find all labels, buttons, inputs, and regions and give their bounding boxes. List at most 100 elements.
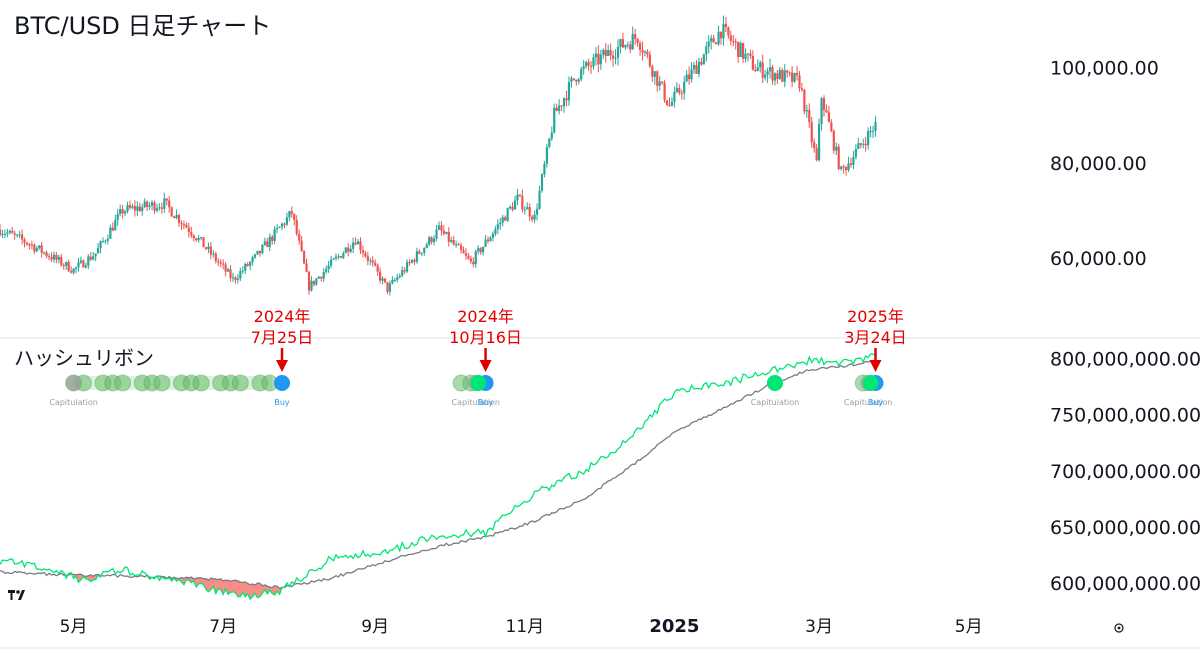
candle-body	[597, 53, 600, 65]
candle-body	[226, 269, 230, 272]
candle-body	[474, 251, 477, 265]
candle-body	[280, 223, 284, 227]
candle-body	[594, 53, 598, 58]
candle-body	[109, 227, 112, 239]
price-axis[interactable]: 100,000.00 80,000.00 60,000.00	[1050, 58, 1159, 270]
candle-body	[634, 34, 637, 40]
candle-body	[435, 229, 438, 239]
candle-body	[38, 245, 41, 249]
candle-body	[670, 101, 674, 106]
candle-body	[199, 237, 203, 239]
candle-body	[428, 237, 431, 245]
time-tick-label: 11月	[505, 617, 544, 637]
candle-body	[562, 98, 566, 107]
candle-body	[688, 74, 691, 80]
candle-body	[121, 209, 124, 214]
candle-body	[246, 264, 249, 266]
indicator-title: ハッシュリボン	[14, 346, 154, 370]
candle-body	[545, 147, 548, 164]
candle-body	[146, 201, 149, 207]
candle-body	[89, 256, 92, 260]
capitulation-end-marker	[766, 375, 783, 391]
candle-body	[249, 261, 252, 266]
candle-body	[592, 57, 595, 67]
candle-body	[609, 50, 612, 56]
candle-body	[494, 228, 497, 234]
candle-body	[661, 81, 664, 83]
candle-body	[310, 280, 313, 291]
settings-icon[interactable]	[1114, 623, 1124, 633]
candle-body	[337, 256, 340, 258]
candle-body	[504, 217, 507, 221]
candle-body	[239, 271, 242, 279]
candle-body	[298, 233, 301, 241]
indicator-axis[interactable]: 800,000,000.00 750,000,000.00 700,000,000.…	[1050, 348, 1200, 595]
candle-body	[783, 70, 786, 82]
candle-body	[572, 78, 575, 80]
candle-body	[496, 224, 499, 229]
capitulation-end-marker	[470, 375, 487, 391]
candle-body	[126, 205, 129, 212]
candle-body	[325, 269, 328, 272]
candle-body	[565, 98, 568, 101]
candle-body	[312, 280, 316, 285]
candle-body	[40, 245, 43, 253]
candle-body	[827, 112, 831, 123]
buy-signal-label: Buy	[868, 398, 884, 407]
candle-body	[180, 222, 183, 225]
candle-body	[72, 268, 75, 273]
candle-body	[410, 259, 414, 263]
candle-body	[778, 69, 781, 80]
candle-body	[729, 35, 732, 41]
tradingview-logo-icon[interactable]	[8, 590, 25, 600]
candle-body	[302, 250, 306, 264]
candle-body	[521, 195, 524, 210]
candle-body	[158, 207, 161, 209]
candle-body	[570, 78, 573, 83]
candle-body	[352, 242, 355, 249]
time-axis[interactable]: 5月 7月 9月 11月 2025 3月 5月	[60, 616, 983, 637]
candle-body	[401, 270, 404, 276]
candle-body	[0, 229, 2, 236]
candle-body	[148, 205, 151, 207]
candle-body	[825, 110, 828, 113]
candle-body	[631, 34, 634, 50]
candle-body	[234, 277, 237, 280]
candle-body	[553, 107, 556, 133]
candle-body	[575, 79, 578, 82]
candle-body	[822, 98, 826, 111]
candle-body	[732, 40, 735, 42]
time-tick-label: 7月	[209, 617, 237, 637]
candle-body	[133, 206, 136, 211]
candle-body	[379, 271, 382, 281]
candle-body	[472, 261, 475, 265]
candle-body	[425, 244, 428, 248]
candle-body	[535, 208, 539, 215]
candle-body	[499, 222, 502, 225]
candle-body	[20, 234, 24, 240]
candle-body	[717, 31, 720, 45]
candle-body	[77, 262, 80, 268]
hash-ribbon-lines	[0, 353, 876, 601]
candle-body	[616, 46, 620, 58]
candle-body	[585, 62, 588, 67]
candle-body	[376, 265, 379, 272]
chart-title: BTC/USD 日足チャート	[14, 12, 271, 40]
candle-body	[339, 256, 342, 258]
candle-body	[182, 224, 186, 226]
candle-body	[354, 242, 357, 245]
slow-ma-line	[0, 360, 876, 590]
candle-body	[440, 225, 443, 231]
candle-body	[136, 206, 139, 211]
candle-body	[756, 67, 759, 72]
candle-body	[214, 253, 217, 262]
candle-body	[526, 207, 529, 210]
candle-body	[317, 276, 320, 279]
candle-body	[258, 250, 262, 254]
indicator-tick-label: 650,000,000.00	[1050, 517, 1200, 539]
candle-body	[508, 206, 512, 209]
candle-body	[800, 88, 804, 90]
candle-body	[462, 250, 465, 254]
candle-body	[123, 211, 127, 214]
